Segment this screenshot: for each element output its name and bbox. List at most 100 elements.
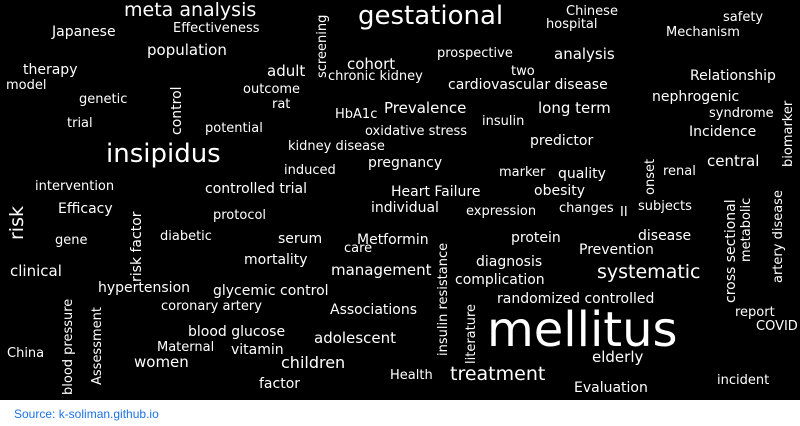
word-kidney-disease: kidney disease bbox=[288, 139, 385, 154]
word-japanese: Japanese bbox=[52, 24, 116, 40]
word-changes: changes bbox=[559, 201, 614, 216]
word-protocol: protocol bbox=[213, 208, 267, 223]
word-clinical: clinical bbox=[10, 262, 62, 280]
word-meta-analysis: meta analysis bbox=[124, 0, 257, 21]
word-elderly: elderly bbox=[592, 348, 644, 366]
word-risk: risk bbox=[6, 206, 28, 240]
word-trial: trial bbox=[67, 116, 93, 131]
word-chronic-kidney: chronic kidney bbox=[328, 69, 423, 84]
word-efficacy: Efficacy bbox=[58, 201, 113, 217]
word-disease: disease bbox=[638, 228, 692, 244]
word-associations: Associations bbox=[330, 302, 418, 318]
word-coronary-artery: coronary artery bbox=[161, 299, 262, 314]
word-cloud: mellitus gestational insipidus meta anal… bbox=[0, 0, 800, 400]
word-therapy: therapy bbox=[23, 62, 78, 78]
word-intervention: intervention bbox=[35, 179, 115, 194]
word-model: model bbox=[6, 78, 47, 93]
word-ii: II bbox=[620, 205, 628, 220]
word-mellitus: mellitus bbox=[487, 302, 678, 358]
word-evaluation: Evaluation bbox=[574, 380, 648, 396]
word-hospital: hospital bbox=[546, 17, 598, 32]
word-artery-disease: artery disease bbox=[771, 190, 786, 283]
word-induced: induced bbox=[284, 163, 336, 178]
word-central: central bbox=[707, 152, 760, 170]
word-protein: protein bbox=[511, 230, 561, 246]
word-glycemic-control: glycemic control bbox=[213, 283, 329, 299]
word-cardiovascular-disease: cardiovascular disease bbox=[448, 77, 608, 93]
word-mechanism: Mechanism bbox=[666, 25, 740, 40]
word-mortality: mortality bbox=[244, 252, 308, 268]
word-management: management bbox=[331, 261, 432, 279]
word-potential: potential bbox=[205, 121, 263, 136]
word-renal: renal bbox=[663, 164, 696, 179]
word-serum: serum bbox=[278, 231, 323, 247]
word-insulin-resistance: insulin resistance bbox=[436, 242, 451, 356]
word-report: report bbox=[735, 305, 775, 320]
word-control: control bbox=[169, 86, 185, 135]
word-metabolic: metabolic bbox=[739, 197, 754, 262]
word-long-term: long term bbox=[538, 99, 611, 117]
word-chinese: Chinese bbox=[566, 4, 618, 19]
word-prospective: prospective bbox=[437, 46, 513, 61]
word-marker: marker bbox=[499, 165, 546, 180]
word-incidence: Incidence bbox=[689, 124, 757, 140]
word-prevention: Prevention bbox=[579, 242, 654, 258]
word-two: two bbox=[511, 64, 535, 79]
word-nephrogenic: nephrogenic bbox=[652, 89, 740, 105]
word-genetic: genetic bbox=[79, 92, 128, 107]
word-blood-glucose: blood glucose bbox=[188, 324, 286, 340]
word-hba1c: HbA1c bbox=[335, 107, 378, 122]
word-literature: literature bbox=[464, 303, 479, 364]
word-effectiveness: Effectiveness bbox=[173, 21, 260, 36]
word-relationship: Relationship bbox=[690, 68, 776, 84]
word-covid: COVID bbox=[756, 319, 798, 334]
word-treatment: treatment bbox=[450, 363, 546, 385]
word-pregnancy: pregnancy bbox=[368, 155, 443, 171]
word-rat: rat bbox=[272, 97, 291, 112]
word-children: children bbox=[281, 353, 346, 372]
word-adult: adult bbox=[267, 62, 306, 80]
word-hypertension: hypertension bbox=[98, 280, 191, 296]
word-predictor: predictor bbox=[530, 133, 594, 149]
word-individual: individual bbox=[371, 200, 439, 216]
word-complication: complication bbox=[455, 272, 545, 288]
word-china: China bbox=[7, 346, 45, 361]
word-onset: onset bbox=[643, 158, 658, 195]
word-care: care bbox=[344, 241, 373, 256]
source-link[interactable]: Source: k-soliman.github.io bbox=[14, 407, 159, 421]
word-systematic: systematic bbox=[597, 261, 701, 283]
word-biomarker: biomarker bbox=[781, 100, 796, 167]
word-women: women bbox=[134, 353, 189, 371]
word-outcome: outcome bbox=[243, 82, 301, 97]
word-syndrome: syndrome bbox=[709, 106, 774, 121]
word-controlled-trial: controlled trial bbox=[205, 181, 307, 197]
word-heart-failure: Heart Failure bbox=[391, 184, 481, 200]
word-randomized-controlled: randomized controlled bbox=[497, 291, 655, 307]
word-maternal: Maternal bbox=[157, 340, 215, 355]
word-adolescent: adolescent bbox=[314, 329, 396, 347]
word-blood-pressure: blood pressure bbox=[61, 298, 76, 395]
word-health: Health bbox=[390, 368, 433, 383]
word-diagnosis: diagnosis bbox=[476, 254, 543, 270]
word-oxidative-stress: oxidative stress bbox=[365, 124, 468, 139]
word-diabetic: diabetic bbox=[160, 229, 212, 244]
word-analysis: analysis bbox=[554, 45, 615, 63]
word-metformin: Metformin bbox=[357, 232, 429, 248]
word-safety: safety bbox=[723, 10, 764, 25]
word-insipidus: insipidus bbox=[106, 139, 221, 169]
word-insulin: insulin bbox=[482, 114, 525, 129]
word-population: population bbox=[147, 41, 227, 59]
word-obesity: obesity bbox=[534, 183, 586, 199]
word-gestational: gestational bbox=[358, 1, 504, 31]
word-factor: factor bbox=[259, 376, 301, 392]
word-cohort: cohort bbox=[347, 55, 396, 73]
word-cross-sectional: cross sectional bbox=[723, 199, 739, 303]
word-subjects: subjects bbox=[638, 199, 692, 214]
word-gene: gene bbox=[55, 233, 88, 248]
word-expression: expression bbox=[466, 204, 537, 219]
word-quality: quality bbox=[558, 166, 606, 182]
word-assessment: Assessment bbox=[90, 307, 105, 385]
word-incident: incident bbox=[717, 373, 770, 388]
word-risk-factor: risk factor bbox=[129, 211, 145, 282]
footer: Source: k-soliman.github.io bbox=[0, 400, 800, 426]
